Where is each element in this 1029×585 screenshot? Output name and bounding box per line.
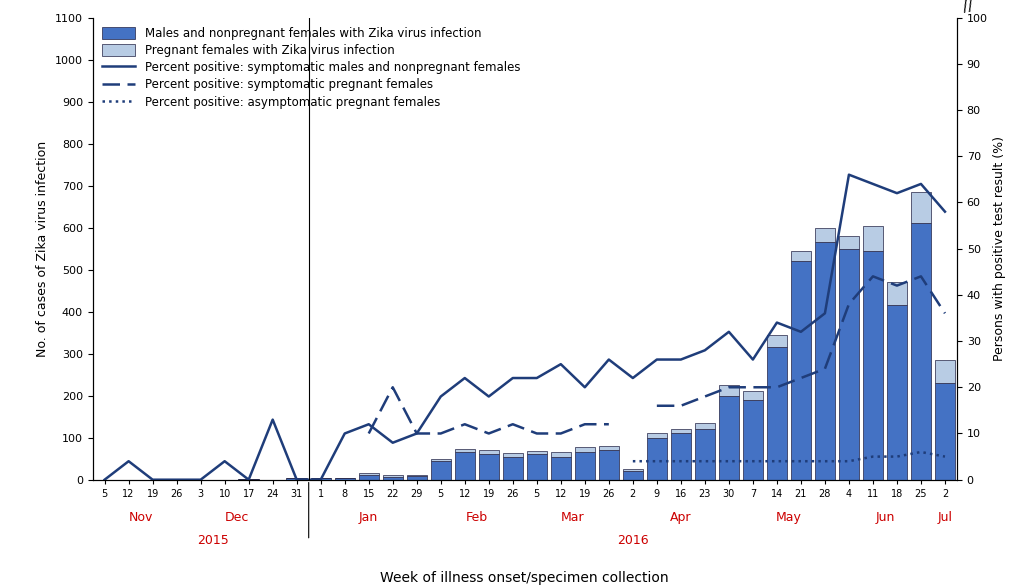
Y-axis label: Persons with positive test result (%): Persons with positive test result (%) [993,136,1006,361]
Bar [623,469,643,472]
Bar [478,455,499,480]
Text: May: May [776,511,802,524]
Bar [502,457,523,480]
Bar [502,453,523,457]
Bar [358,473,379,476]
Bar [599,450,619,480]
Bar [911,223,931,480]
Bar [286,477,307,480]
Bar [767,335,787,347]
Legend: Males and nonpregnant females with Zika virus infection, Pregnant females with Z: Males and nonpregnant females with Zika … [98,22,525,113]
Bar [574,448,595,452]
Text: //: // [961,0,974,15]
Bar [383,477,403,480]
X-axis label: Week of illness onset/specimen collection: Week of illness onset/specimen collectio… [381,571,669,585]
Bar [839,236,859,249]
Text: Jan: Jan [359,511,379,524]
Bar [743,391,764,400]
Bar [911,192,931,223]
Bar [743,400,764,480]
Bar [383,476,403,477]
Bar [815,228,836,242]
Bar [334,477,355,480]
Text: 2015: 2015 [197,534,228,548]
Text: Jun: Jun [876,511,894,524]
Bar [406,475,427,476]
Bar [767,347,787,480]
Bar [455,452,475,480]
Text: Jul: Jul [937,511,953,524]
Y-axis label: No. of cases of Zika virus infection: No. of cases of Zika virus infection [36,140,49,357]
Bar [718,385,739,395]
Bar [646,433,667,438]
Bar [430,459,451,461]
Bar [551,452,571,457]
Bar [718,395,739,480]
Bar [527,451,547,455]
Bar [527,455,547,480]
Bar [815,242,836,480]
Bar [695,429,715,480]
Text: 2016: 2016 [617,534,648,548]
Bar [239,479,259,480]
Bar [862,251,883,480]
Bar [599,446,619,450]
Text: Mar: Mar [561,511,584,524]
Text: Dec: Dec [224,511,249,524]
Bar [934,360,955,383]
Bar [862,226,883,251]
Bar [455,449,475,452]
Bar [551,457,571,480]
Text: Nov: Nov [129,511,153,524]
Bar [790,261,811,480]
Bar [887,305,908,480]
Text: Apr: Apr [670,511,691,524]
Text: Feb: Feb [466,511,488,524]
Bar [406,476,427,480]
Bar [790,251,811,261]
Bar [934,383,955,480]
Bar [358,476,379,480]
Bar [623,472,643,480]
Bar [311,479,331,480]
Bar [574,452,595,480]
Bar [671,429,691,433]
Bar [646,438,667,480]
Bar [839,249,859,480]
Bar [671,433,691,480]
Bar [695,423,715,429]
Bar [430,461,451,480]
Bar [887,282,908,305]
Bar [478,450,499,455]
